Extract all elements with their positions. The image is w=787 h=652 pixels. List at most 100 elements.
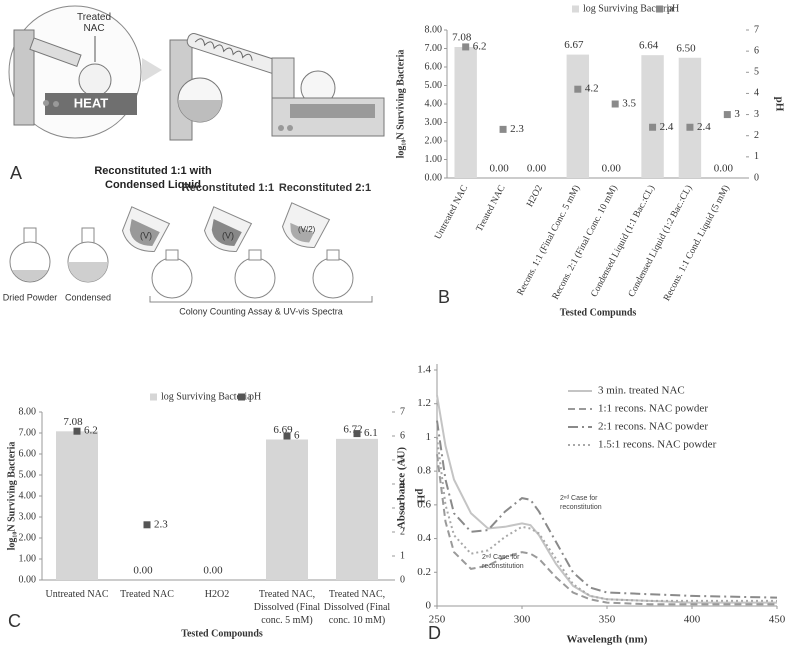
y-tick-label: 2.00	[19, 532, 37, 543]
ph-label: 6.1	[364, 427, 378, 439]
y-tick-label: 6.00	[19, 448, 37, 459]
method-title: Reconstituted 1:1 with Condensed Liquid	[94, 165, 212, 191]
x-tick-label: 250	[429, 614, 446, 626]
flasks	[9, 202, 373, 303]
legend-label: 3 min. treated NAC	[598, 385, 685, 397]
coil	[194, 38, 253, 61]
bar	[56, 431, 98, 580]
x-tick-label: Condensed Liquid (1:1 Bac.:CL)	[589, 183, 657, 299]
volume-label: (V/2)	[298, 225, 316, 234]
ph-label: 3.5	[622, 98, 636, 110]
y-tick-label: 4.00	[425, 98, 443, 109]
ph-label: 2.4	[697, 121, 711, 133]
x-tick-label: Untreated NAC	[45, 589, 109, 600]
x-tick-label: Treated NAC, Dissolved (Final conc. 10 m…	[323, 589, 391, 626]
flask-label: Condensed	[65, 292, 111, 302]
ph-marker	[73, 427, 81, 435]
knob	[287, 125, 293, 131]
ph-marker	[686, 123, 694, 131]
legend-label: 1:1 recons. NAC powder	[598, 403, 708, 415]
value-label: 7.08	[63, 416, 83, 428]
legend-label: log Surviving Bacteria	[161, 391, 252, 402]
x-axis-label: Tested Compunds	[560, 307, 637, 318]
legend-label: log Surviving Bacteria	[583, 3, 674, 14]
y-tick-label: 1.4	[417, 364, 431, 376]
label-box: H2O2	[204, 589, 230, 600]
panel-label: D	[428, 623, 441, 643]
y-tick-label: 1.2	[417, 397, 431, 409]
knob	[53, 101, 59, 107]
flask-label: Dried Powder	[3, 292, 58, 302]
y-axis-label: log₁₀N Surviving Bacteria	[395, 50, 406, 159]
y-tick-label: 7.00	[19, 427, 37, 438]
x-tick-label: 350	[599, 614, 616, 626]
value-label: 6.50	[676, 42, 696, 54]
ph-marker	[499, 125, 507, 133]
diagram: HEAT Treated NAC A Reconstituted 1:1 wit…	[3, 5, 385, 316]
y-tick-label: 6.00	[425, 61, 443, 72]
y-tick-label: 5.00	[19, 469, 37, 480]
heat-label: HEAT	[74, 95, 108, 110]
panel-label: A	[10, 163, 22, 183]
ph-label: 2.3	[154, 518, 168, 530]
spectrum-line	[436, 454, 777, 606]
neck	[29, 37, 82, 68]
y-tick-label: 0	[426, 600, 432, 612]
y2-tick-label: 1	[400, 550, 405, 561]
label-box: Treated NAC, Dissolved (Final conc. 5 mM…	[253, 589, 321, 626]
ph-marker	[353, 430, 361, 438]
legend-swatch	[656, 5, 663, 13]
x-tick-label: Recons. 1:1 Cond. Liquid (5 mM)	[661, 183, 732, 303]
y2-tick-label: 7	[754, 24, 759, 35]
panel-label: C	[8, 611, 21, 631]
label-box: Treated NAC	[77, 12, 111, 34]
bar	[454, 47, 477, 178]
y2-tick-label: 3	[754, 109, 759, 120]
heater	[45, 93, 137, 115]
legend-swatch	[150, 393, 157, 401]
bar	[266, 439, 308, 580]
x-tick-label: Treated NAC, Dissolved (Final conc. 5 mM…	[253, 589, 321, 626]
y-tick-label: 8.00	[19, 406, 37, 417]
assay-label: Colony Counting Assay & UV-vis Spectra	[179, 306, 343, 316]
method-title: Reconstituted 1:1	[182, 182, 274, 194]
y2-tick-label: 7	[400, 406, 405, 417]
x-tick-label: Untreated NAC	[433, 184, 470, 242]
y-tick-label: 1	[426, 431, 432, 443]
ph-label: 2.3	[510, 123, 524, 135]
y2-axis-label: pH	[414, 489, 426, 504]
y2-tick-label: 5	[754, 67, 759, 78]
bath-liquid	[290, 104, 375, 118]
x-tick-label: 300	[514, 614, 531, 626]
label-box: 2ⁿᵈ Case for reconstitution	[560, 495, 602, 511]
y2-tick-label: 0	[400, 574, 405, 585]
x-tick-label: 400	[684, 614, 701, 626]
x-tick-label: Recons. 2:1 (Final Conc. 10 mM)	[550, 183, 620, 301]
flask	[78, 63, 112, 97]
ph-marker	[649, 123, 657, 131]
legend-swatch	[238, 393, 245, 401]
stand	[13, 29, 35, 126]
y2-tick-label: 5	[400, 454, 405, 465]
x-tick-label: H2O2	[204, 589, 230, 600]
y-tick-label: 2.00	[425, 135, 443, 146]
ph-marker	[723, 111, 731, 119]
x-tick-label: Treated NAC	[120, 589, 174, 600]
volume-label: (V)	[140, 230, 152, 240]
y-tick-label: 0.4	[417, 532, 431, 544]
label-box: Treated NAC, Dissolved (Final conc. 10 m…	[323, 589, 391, 626]
ph-marker	[143, 521, 151, 529]
y-tick-label: 3.00	[425, 117, 443, 128]
ph-label: 2.4	[660, 121, 674, 133]
legend-label: 2:1 recons. NAC powder	[598, 421, 708, 433]
bar	[641, 55, 664, 178]
legend-label: 1.5:1 recons. NAC powder	[598, 439, 717, 451]
y2-tick-label: 6	[400, 430, 405, 441]
legend-label: pH	[667, 3, 679, 14]
ph-marker	[283, 432, 291, 440]
ph-marker	[462, 43, 470, 51]
label-box: 2ⁿᵈ Case for reconstitution	[482, 554, 524, 570]
panel-label: B	[438, 287, 450, 307]
annotation: 2ⁿᵈ Case for reconstitution	[560, 495, 602, 511]
